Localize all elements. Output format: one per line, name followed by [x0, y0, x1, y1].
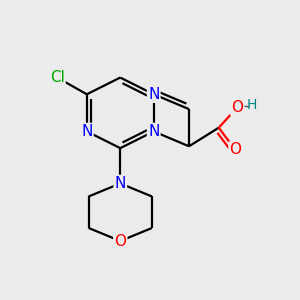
Text: N: N [81, 124, 92, 139]
Text: N: N [148, 124, 159, 139]
Text: N: N [148, 87, 159, 102]
Text: Cl: Cl [50, 70, 64, 85]
Text: O: O [114, 233, 126, 248]
Text: O: O [231, 100, 243, 115]
Text: H: H [247, 98, 257, 112]
Text: O: O [230, 142, 242, 158]
Text: N: N [115, 176, 126, 191]
